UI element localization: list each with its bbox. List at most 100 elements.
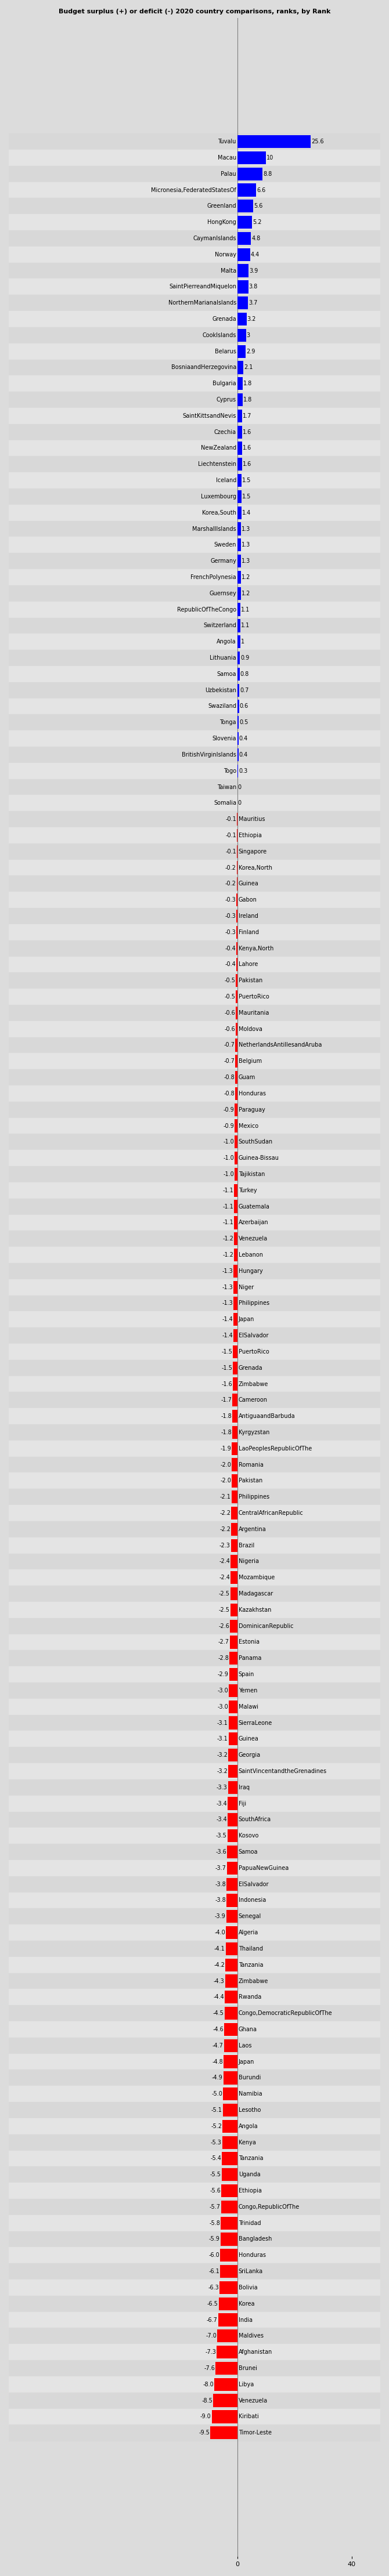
Bar (9, 198, 380, 214)
Text: Lesotho: Lesotho (238, 2107, 261, 2112)
Text: -5.0: -5.0 (212, 2092, 223, 2097)
Text: -1.0: -1.0 (223, 1154, 234, 1162)
Text: PapuaNewGuinea: PapuaNewGuinea (238, 1865, 289, 1870)
Text: -1.4: -1.4 (222, 1316, 233, 1321)
Bar (234, 1200, 237, 1213)
Bar (226, 1909, 237, 1922)
Text: -4.0: -4.0 (214, 1929, 225, 1935)
Text: India: India (238, 2316, 252, 2324)
Text: Korea,South: Korea,South (202, 510, 236, 515)
Bar (9, 2004, 380, 2022)
Text: Afghanistan: Afghanistan (238, 2349, 272, 2354)
Text: -0.2: -0.2 (225, 881, 236, 886)
Bar (228, 1814, 237, 1826)
Bar (235, 1167, 237, 1180)
Bar (234, 1231, 237, 1244)
Text: Guatemala: Guatemala (238, 1203, 270, 1211)
Text: Zimbabwe: Zimbabwe (238, 1978, 268, 1984)
Text: Georgia: Georgia (238, 1752, 261, 1757)
Bar (9, 618, 380, 634)
Bar (9, 1989, 380, 2004)
Text: Burundi: Burundi (238, 2074, 261, 2081)
Bar (9, 2136, 380, 2151)
Text: Mauritania: Mauritania (238, 1010, 269, 1015)
Bar (237, 701, 239, 714)
Title: Budget surplus (+) or deficit (-) 2020 country comparisons, ranks, by Rank: Budget surplus (+) or deficit (-) 2020 c… (58, 8, 331, 15)
Bar (9, 2311, 380, 2329)
Bar (9, 1489, 380, 1504)
Bar (9, 471, 380, 489)
Text: -0.8: -0.8 (224, 1090, 235, 1097)
Text: Czechia: Czechia (214, 430, 236, 435)
Text: -0.3: -0.3 (225, 896, 236, 902)
Text: -3.4: -3.4 (216, 1816, 227, 1824)
Text: -1.9: -1.9 (221, 1445, 231, 1450)
Text: 1.2: 1.2 (242, 590, 250, 595)
Text: 3: 3 (247, 332, 250, 337)
Text: -2.3: -2.3 (219, 1543, 230, 1548)
Bar (9, 294, 380, 312)
Text: -3.4: -3.4 (216, 1801, 227, 1806)
Bar (9, 1504, 380, 1522)
Bar (237, 134, 310, 147)
Bar (230, 1602, 237, 1615)
Text: Kazakhstan: Kazakhstan (238, 1607, 271, 1613)
Text: Tanzania: Tanzania (238, 1963, 263, 1968)
Bar (236, 974, 237, 987)
Bar (9, 876, 380, 891)
Text: Mozambique: Mozambique (238, 1574, 275, 1582)
Bar (9, 2151, 380, 2166)
Bar (9, 456, 380, 471)
Bar (233, 1345, 237, 1358)
Bar (233, 1329, 237, 1342)
Bar (9, 2102, 380, 2117)
Text: Japan: Japan (238, 2058, 254, 2063)
Bar (222, 2136, 237, 2148)
Text: Argentina: Argentina (238, 1528, 266, 1533)
Text: Guinea: Guinea (238, 881, 259, 886)
Text: CentralAfricanRepublic: CentralAfricanRepublic (238, 1510, 303, 1517)
Text: Estonia: Estonia (238, 1638, 259, 1646)
Bar (234, 1185, 237, 1198)
Bar (9, 1069, 380, 1084)
Bar (9, 1262, 380, 1280)
Text: 6.6: 6.6 (257, 188, 266, 193)
Bar (237, 716, 239, 729)
Text: -3.9: -3.9 (215, 1914, 226, 1919)
Text: -2.0: -2.0 (220, 1479, 231, 1484)
Text: SriLanka: SriLanka (238, 2269, 263, 2275)
Bar (9, 229, 380, 247)
Bar (9, 1569, 380, 1587)
Bar (230, 1636, 237, 1649)
Bar (210, 2427, 237, 2439)
Bar (9, 343, 380, 361)
Text: Azerbaijan: Azerbaijan (238, 1221, 268, 1226)
Text: 4.8: 4.8 (252, 234, 261, 242)
Bar (230, 1651, 237, 1664)
Bar (236, 1007, 237, 1020)
Text: -4.6: -4.6 (213, 2027, 224, 2032)
Text: 1.6: 1.6 (242, 461, 251, 466)
Bar (9, 1133, 380, 1149)
Text: Philippines: Philippines (238, 1301, 269, 1306)
Bar (9, 1747, 380, 1762)
Bar (9, 183, 380, 198)
Bar (212, 2411, 237, 2424)
Text: ElSalvador: ElSalvador (238, 1880, 268, 1888)
Text: -2.1: -2.1 (220, 1494, 231, 1499)
Bar (9, 714, 380, 732)
Text: 3.7: 3.7 (249, 299, 258, 307)
Bar (9, 440, 380, 456)
Bar (9, 649, 380, 667)
Text: Switzerland: Switzerland (203, 623, 236, 629)
Text: Brazil: Brazil (238, 1543, 254, 1548)
Text: 1.3: 1.3 (242, 526, 251, 531)
Bar (9, 747, 380, 762)
Bar (9, 762, 380, 778)
Bar (9, 2344, 380, 2360)
Text: CookIslands: CookIslands (202, 332, 236, 337)
Text: Yemen: Yemen (238, 1687, 257, 1692)
Bar (237, 554, 241, 567)
Text: -0.7: -0.7 (224, 1059, 235, 1064)
Text: Tajikistan: Tajikistan (238, 1172, 265, 1177)
